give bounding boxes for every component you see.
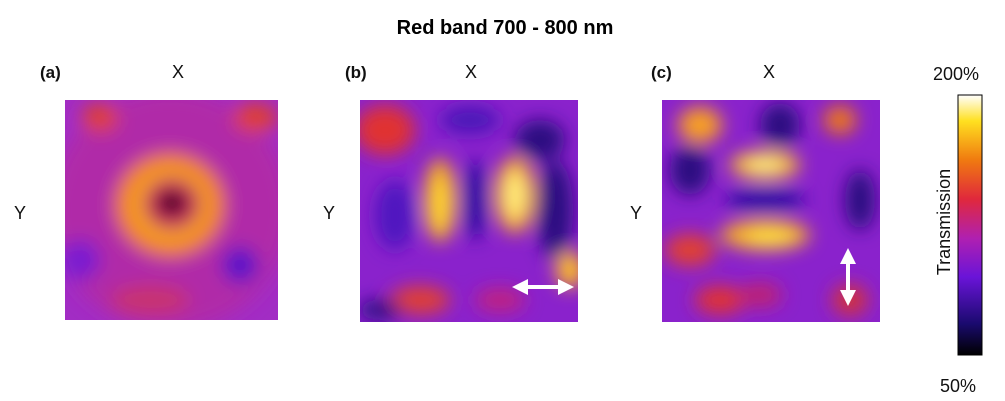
heatmap-blob bbox=[725, 188, 805, 212]
y-label: Y bbox=[14, 203, 26, 223]
x-label: X bbox=[172, 62, 184, 82]
heatmap-blob bbox=[556, 252, 578, 288]
heatmap-blob bbox=[515, 120, 565, 160]
y-label: Y bbox=[630, 203, 642, 223]
heatmap-blob bbox=[360, 105, 415, 155]
heatmap-blob bbox=[360, 300, 402, 320]
heatmap-blob bbox=[824, 106, 856, 134]
colorbar-max: 200% bbox=[933, 64, 979, 84]
panel-label: (c) bbox=[651, 63, 672, 82]
heatmap-blob bbox=[845, 170, 875, 230]
x-label: X bbox=[465, 62, 477, 82]
heatmap-blob bbox=[475, 288, 525, 312]
colorbar-label: Transmission bbox=[934, 169, 954, 275]
panel-label: (a) bbox=[40, 63, 61, 82]
heatmap-blob bbox=[440, 106, 500, 134]
heatmap-blob bbox=[110, 285, 190, 315]
heatmap-blob bbox=[82, 104, 118, 132]
title: Red band 700 - 800 nm bbox=[397, 17, 614, 39]
heatmap bbox=[65, 100, 278, 320]
heatmap-field bbox=[665, 103, 875, 316]
heatmap-blob bbox=[158, 192, 186, 214]
heatmap-blob bbox=[65, 240, 100, 280]
heatmap-blob bbox=[505, 171, 525, 219]
colorbar-min: 50% bbox=[940, 376, 976, 396]
heatmap-blob bbox=[745, 228, 795, 246]
heatmap-blob bbox=[678, 107, 722, 143]
heatmap-blob bbox=[233, 104, 277, 132]
heatmap-blob bbox=[463, 160, 487, 240]
heatmap-blob bbox=[222, 247, 258, 283]
heatmap-blob bbox=[537, 160, 573, 260]
heatmap-blob bbox=[431, 177, 449, 233]
x-label: X bbox=[763, 62, 775, 82]
heatmap-blob bbox=[375, 180, 415, 250]
heatmap-blob bbox=[695, 286, 745, 314]
heatmap-blob bbox=[390, 286, 450, 314]
y-label: Y bbox=[323, 203, 335, 223]
heatmap-blob bbox=[670, 145, 710, 195]
colorbar bbox=[957, 94, 983, 356]
heatmap-field bbox=[65, 100, 278, 320]
heatmap-blob bbox=[747, 157, 783, 173]
heatmap-blob bbox=[738, 283, 782, 307]
heatmap-blob bbox=[665, 234, 715, 266]
panel-label: (b) bbox=[345, 63, 367, 82]
heatmap-blob bbox=[760, 103, 800, 147]
heatmap-field bbox=[360, 105, 578, 320]
